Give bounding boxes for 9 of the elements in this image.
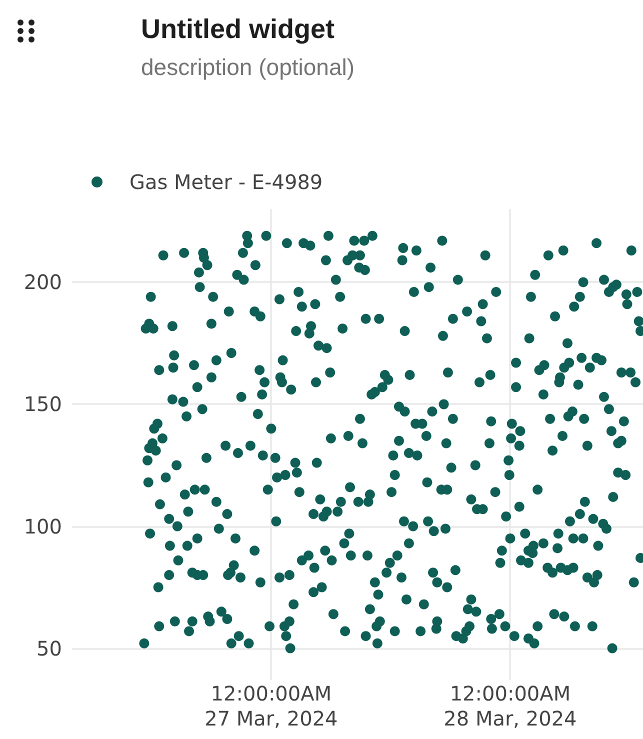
y-tick-label: 100 xyxy=(24,514,62,538)
x-tick-label: 12:00:00AM 28 Mar, 2024 xyxy=(444,682,577,730)
y-tick-label: 150 xyxy=(24,392,62,416)
y-tick-label: 50 xyxy=(36,636,62,660)
y-tick-label: 200 xyxy=(24,270,62,294)
chart-subtitle: description (optional) xyxy=(141,54,355,81)
legend-label: Gas Meter - E-4989 xyxy=(130,170,323,194)
chart-title: Untitled widget xyxy=(141,13,334,45)
x-tick-label: 12:00:00AM 27 Mar, 2024 xyxy=(204,682,338,730)
